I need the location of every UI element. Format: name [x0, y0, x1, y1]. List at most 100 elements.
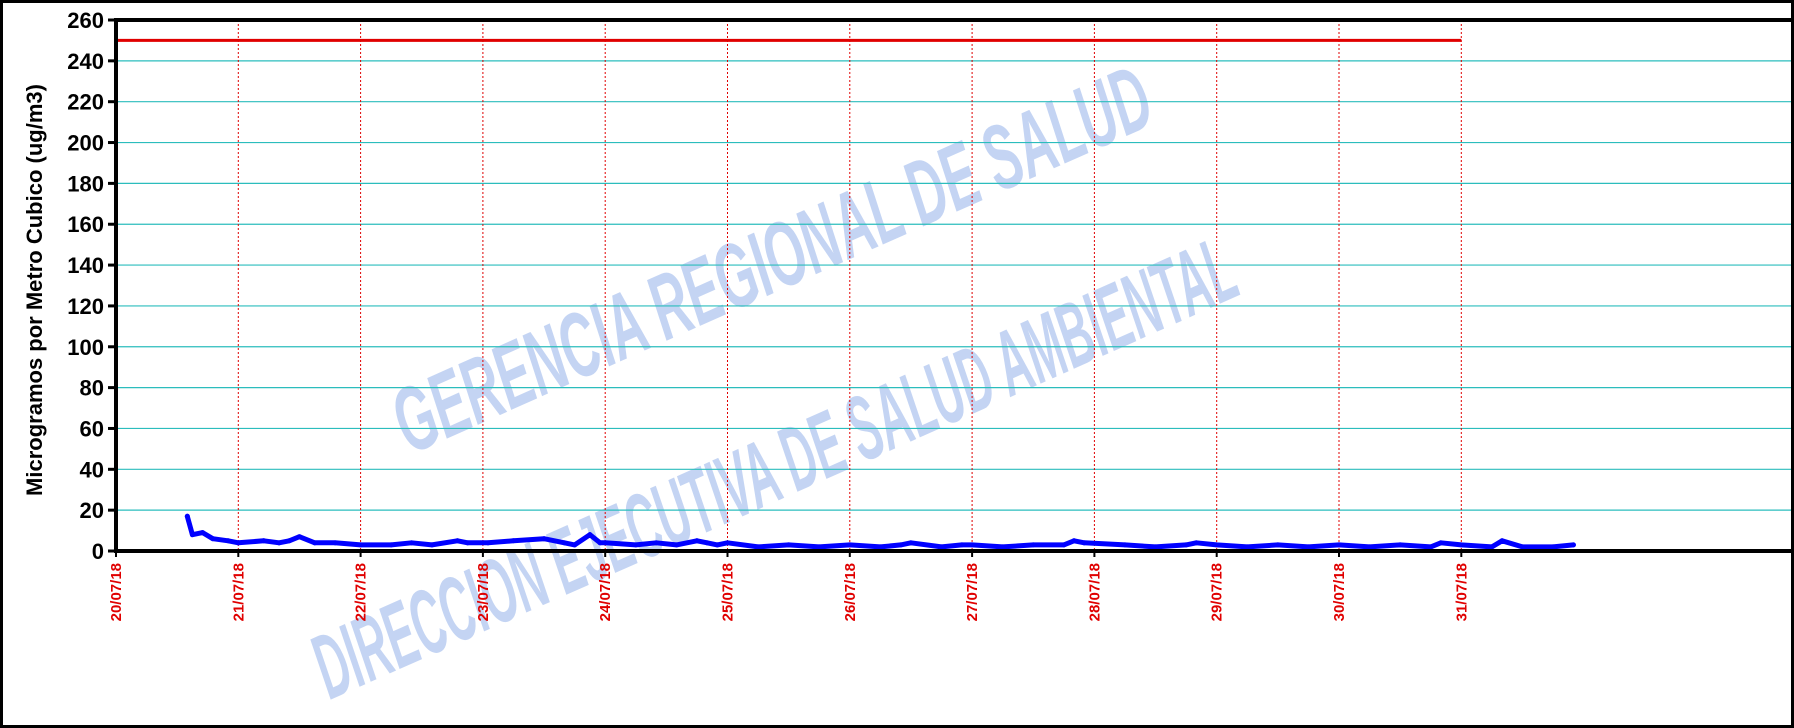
data-point — [1071, 538, 1077, 544]
data-point — [1183, 542, 1189, 548]
data-point — [1458, 542, 1464, 548]
data-point — [653, 540, 659, 546]
y-tick-label: 80 — [80, 376, 104, 401]
y-tick-label: 20 — [80, 498, 104, 523]
data-point — [816, 544, 822, 550]
data-point — [485, 540, 491, 546]
y-axis-label: Microgramos por Metro Cubico (ug/m3) — [22, 84, 47, 496]
data-point — [1499, 538, 1505, 544]
data-point — [908, 540, 914, 546]
x-tick-label: 20/07/18 — [108, 563, 125, 621]
data-point — [714, 542, 720, 548]
data-point — [898, 542, 904, 548]
x-tick-label: 27/07/18 — [964, 563, 981, 621]
grid — [116, 20, 1794, 551]
data-point — [1336, 542, 1342, 548]
data-point — [969, 542, 975, 548]
data-point — [1489, 544, 1495, 550]
x-tick-label: 30/07/18 — [1331, 563, 1348, 621]
x-tick-label: 29/07/18 — [1209, 563, 1226, 621]
data-point — [704, 540, 710, 546]
data-point — [235, 540, 241, 546]
data-point — [1193, 540, 1199, 546]
y-tick-label: 60 — [80, 416, 104, 441]
data-point — [755, 544, 761, 550]
data-point — [786, 542, 792, 548]
data-point — [358, 542, 364, 548]
data-point — [1214, 542, 1220, 548]
data-point — [296, 534, 302, 540]
x-tick-label: 24/07/18 — [597, 563, 614, 621]
data-point — [633, 542, 639, 548]
x-tick-label: 28/07/18 — [1086, 563, 1103, 621]
data-point — [276, 540, 282, 546]
data-point — [674, 542, 680, 548]
x-tick-label: 25/07/18 — [720, 563, 737, 621]
data-point — [225, 538, 231, 544]
data-point — [1030, 542, 1036, 548]
data-point — [409, 540, 415, 546]
y-tick-label: 180 — [67, 171, 104, 196]
data-point — [572, 542, 578, 548]
data-point — [332, 540, 338, 546]
y-tick-label: 260 — [67, 8, 104, 33]
data-point — [602, 540, 608, 546]
x-tick-labels: 20/07/18 21/07/18 22/07/18 23/07/18 24/07/18… — [108, 563, 1470, 621]
data-point — [1550, 544, 1556, 550]
data-point — [184, 513, 190, 519]
data-point — [587, 532, 593, 538]
y-tick-label: 200 — [67, 131, 104, 156]
data-point — [189, 532, 195, 538]
data-point — [1153, 544, 1159, 550]
x-tick-label: 23/07/18 — [475, 563, 492, 621]
data-point — [1000, 544, 1006, 550]
data-point — [1367, 544, 1373, 550]
y-tick-labels: 0 20 40 60 80 100 120 140 160 180 200 220 240 260 — [67, 8, 104, 564]
x-tick-label: 26/07/18 — [842, 563, 859, 621]
data-point — [429, 542, 435, 548]
x-tick-label: 21/07/18 — [230, 563, 247, 621]
y-tick-label: 40 — [80, 457, 104, 482]
data-point — [1397, 542, 1403, 548]
data-point — [1244, 544, 1250, 550]
data-point — [877, 544, 883, 550]
data-point — [694, 538, 700, 544]
data-point — [1275, 542, 1281, 548]
data-point — [200, 530, 206, 536]
data-point — [388, 542, 394, 548]
data-point — [454, 538, 460, 544]
x-tick-label: 22/07/18 — [353, 563, 370, 621]
data-point — [725, 540, 730, 546]
data-point — [510, 538, 516, 544]
data-point — [210, 536, 216, 542]
data-point — [1081, 540, 1087, 546]
data-point — [261, 538, 267, 544]
y-tick-label: 0 — [92, 539, 104, 564]
y-tick-label: 140 — [67, 253, 104, 278]
y-tick-label: 240 — [67, 49, 104, 74]
data-point — [959, 542, 965, 548]
data-point — [312, 540, 318, 546]
data-point — [561, 540, 567, 546]
y-tick-label: 120 — [67, 294, 104, 319]
data-point — [1122, 542, 1128, 548]
data-point — [541, 536, 547, 542]
data-point — [286, 538, 292, 544]
data-point — [1438, 540, 1444, 546]
series — [184, 513, 1576, 550]
plot-frame — [114, 18, 1794, 553]
y-tick-label: 160 — [67, 212, 104, 237]
y-tick-label: 220 — [67, 90, 104, 115]
y-tick-label: 100 — [67, 335, 104, 360]
data-point — [597, 540, 603, 546]
data-point — [1061, 542, 1067, 548]
data-point — [1305, 544, 1311, 550]
data-point — [465, 540, 471, 546]
data-point — [939, 544, 945, 550]
data-point — [1519, 544, 1525, 550]
x-tick-label: 31/07/18 — [1453, 563, 1470, 621]
axes — [108, 18, 1794, 557]
